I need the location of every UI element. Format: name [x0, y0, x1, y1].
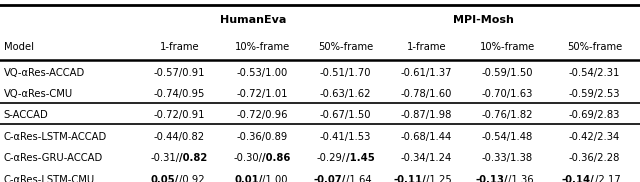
Text: 50%-frame: 50%-frame — [567, 42, 622, 52]
Text: -0.36/2.28: -0.36/2.28 — [569, 153, 620, 163]
Text: /0.92: /0.92 — [179, 175, 205, 182]
Text: -0.42/2.34: -0.42/2.34 — [569, 132, 620, 142]
Text: -0.29/: -0.29/ — [316, 153, 346, 163]
Text: 1-frame: 1-frame — [406, 42, 446, 52]
Text: -0.61/1.37: -0.61/1.37 — [401, 68, 452, 78]
Text: /2.17: /2.17 — [595, 175, 620, 182]
Text: -0.63/1.62: -0.63/1.62 — [320, 89, 371, 99]
Text: -0.68/1.44: -0.68/1.44 — [401, 132, 452, 142]
Text: -0.59/1.50: -0.59/1.50 — [482, 68, 533, 78]
Text: -0.41/1.53: -0.41/1.53 — [320, 132, 371, 142]
Text: MPI-Mosh: MPI-Mosh — [452, 15, 514, 25]
Text: -0.31/: -0.31/ — [150, 153, 179, 163]
Text: C-αRes-LSTM-ACCAD: C-αRes-LSTM-ACCAD — [4, 132, 107, 142]
Text: -0.70/1.63: -0.70/1.63 — [482, 89, 533, 99]
Text: -0.78/1.60: -0.78/1.60 — [401, 89, 452, 99]
Text: -0.54/2.31: -0.54/2.31 — [569, 68, 620, 78]
Text: -0.33/1.38: -0.33/1.38 — [482, 153, 533, 163]
Text: /1.36: /1.36 — [508, 175, 533, 182]
Text: -0.13/: -0.13/ — [475, 175, 508, 182]
Text: -0.30/: -0.30/ — [234, 153, 262, 163]
Text: /0.86: /0.86 — [262, 153, 291, 163]
Text: /0.82: /0.82 — [179, 153, 207, 163]
Text: -0.87/1.98: -0.87/1.98 — [401, 110, 452, 120]
Text: HumanEva: HumanEva — [220, 15, 286, 25]
Text: -0.11/: -0.11/ — [394, 175, 426, 182]
Text: 0.05/: 0.05/ — [151, 175, 179, 182]
Text: -0.34/1.24: -0.34/1.24 — [401, 153, 452, 163]
Text: -0.72/0.91: -0.72/0.91 — [154, 110, 205, 120]
Text: 50%-frame: 50%-frame — [318, 42, 373, 52]
Text: -0.57/0.91: -0.57/0.91 — [154, 68, 205, 78]
Text: -0.72/1.01: -0.72/1.01 — [237, 89, 288, 99]
Text: -0.76/1.82: -0.76/1.82 — [482, 110, 533, 120]
Text: -0.07/: -0.07/ — [314, 175, 346, 182]
Text: -0.44/0.82: -0.44/0.82 — [154, 132, 205, 142]
Text: /1.25: /1.25 — [426, 175, 452, 182]
Text: -0.51/1.70: -0.51/1.70 — [320, 68, 371, 78]
Text: S-ACCAD: S-ACCAD — [4, 110, 49, 120]
Text: C-αRes-GRU-ACCAD: C-αRes-GRU-ACCAD — [4, 153, 103, 163]
Text: -0.59/2.53: -0.59/2.53 — [569, 89, 620, 99]
Text: C-αRes-LSTM-CMU: C-αRes-LSTM-CMU — [4, 175, 95, 182]
Text: Model: Model — [4, 42, 34, 52]
Text: -0.36/0.89: -0.36/0.89 — [237, 132, 288, 142]
Text: /1.45: /1.45 — [346, 153, 374, 163]
Text: 10%-frame: 10%-frame — [480, 42, 535, 52]
Text: -0.74/0.95: -0.74/0.95 — [154, 89, 205, 99]
Text: VQ-αRes-CMU: VQ-αRes-CMU — [4, 89, 73, 99]
Text: 1-frame: 1-frame — [159, 42, 199, 52]
Text: /1.64: /1.64 — [346, 175, 371, 182]
Text: -0.69/2.83: -0.69/2.83 — [569, 110, 620, 120]
Text: -0.54/1.48: -0.54/1.48 — [482, 132, 533, 142]
Text: -0.53/1.00: -0.53/1.00 — [237, 68, 288, 78]
Text: -0.72/0.96: -0.72/0.96 — [237, 110, 288, 120]
Text: /1.00: /1.00 — [262, 175, 288, 182]
Text: 0.01/: 0.01/ — [234, 175, 262, 182]
Text: VQ-αRes-ACCAD: VQ-αRes-ACCAD — [4, 68, 85, 78]
Text: 10%-frame: 10%-frame — [235, 42, 290, 52]
Text: -0.14/: -0.14/ — [562, 175, 595, 182]
Text: -0.67/1.50: -0.67/1.50 — [320, 110, 371, 120]
